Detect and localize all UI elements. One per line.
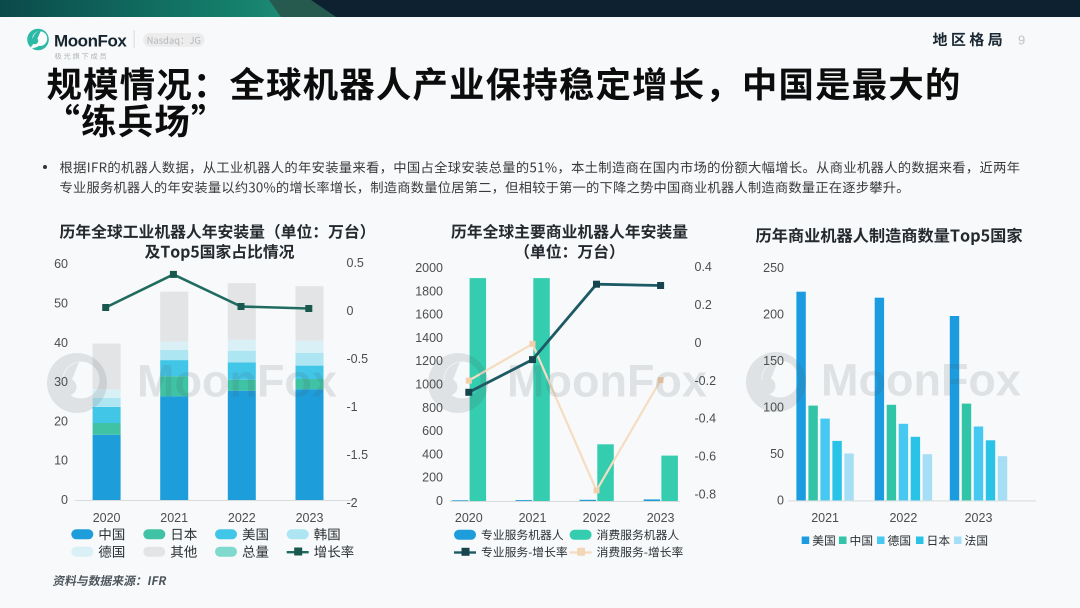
svg-text:100: 100 <box>763 400 784 414</box>
svg-text:-0.4: -0.4 <box>695 412 717 426</box>
svg-text:20: 20 <box>54 414 68 428</box>
svg-text:1200: 1200 <box>415 354 443 368</box>
svg-text:-1: -1 <box>347 400 358 414</box>
svg-text:MoonFox: MoonFox <box>54 32 127 51</box>
svg-text:2000: 2000 <box>415 261 443 275</box>
svg-text:2023: 2023 <box>965 511 993 525</box>
svg-text:2020: 2020 <box>455 511 483 525</box>
svg-text:0: 0 <box>695 336 702 350</box>
svg-text:1800: 1800 <box>415 284 443 298</box>
svg-text:0: 0 <box>436 494 443 508</box>
svg-text:150: 150 <box>763 354 784 368</box>
svg-text:1400: 1400 <box>415 331 443 345</box>
svg-text:MoonFox: MoonFox <box>137 356 337 407</box>
svg-text:0: 0 <box>347 304 354 318</box>
svg-text:-0.6: -0.6 <box>695 450 717 464</box>
svg-text:400: 400 <box>422 447 443 461</box>
svg-text:200: 200 <box>763 308 784 322</box>
svg-text:2022: 2022 <box>583 511 611 525</box>
svg-text:50: 50 <box>770 447 784 461</box>
svg-text:50: 50 <box>54 297 68 311</box>
svg-text:2022: 2022 <box>889 511 917 525</box>
svg-text:30: 30 <box>54 375 68 389</box>
svg-text:-0.8: -0.8 <box>695 488 717 502</box>
svg-text:MoonFox: MoonFox <box>507 356 707 407</box>
svg-text:0.2: 0.2 <box>695 298 712 312</box>
svg-text:2020: 2020 <box>93 511 121 525</box>
svg-text:200: 200 <box>422 471 443 485</box>
svg-text:2022: 2022 <box>228 511 256 525</box>
svg-text:MoonFox: MoonFox <box>821 355 1021 406</box>
svg-text:40: 40 <box>54 336 68 350</box>
svg-text:2023: 2023 <box>647 511 675 525</box>
svg-text:2021: 2021 <box>811 511 839 525</box>
svg-text:600: 600 <box>422 424 443 438</box>
svg-text:10: 10 <box>54 454 68 468</box>
svg-text:-0.5: -0.5 <box>347 352 369 366</box>
svg-text:1000: 1000 <box>415 378 443 392</box>
svg-text:9: 9 <box>1018 33 1025 48</box>
svg-text:250: 250 <box>763 261 784 275</box>
svg-text:2023: 2023 <box>296 511 324 525</box>
svg-text:0: 0 <box>777 493 784 507</box>
svg-text:-1.5: -1.5 <box>347 448 369 462</box>
svg-text:0.4: 0.4 <box>695 260 712 274</box>
svg-text:0.5: 0.5 <box>347 256 364 270</box>
svg-text:2021: 2021 <box>160 511 188 525</box>
svg-text:1600: 1600 <box>415 308 443 322</box>
svg-text:800: 800 <box>422 401 443 415</box>
svg-text:-2: -2 <box>347 496 358 510</box>
svg-text:2021: 2021 <box>519 511 547 525</box>
svg-text:0: 0 <box>61 493 68 507</box>
svg-text:-0.2: -0.2 <box>695 374 717 388</box>
svg-text:60: 60 <box>54 257 68 271</box>
